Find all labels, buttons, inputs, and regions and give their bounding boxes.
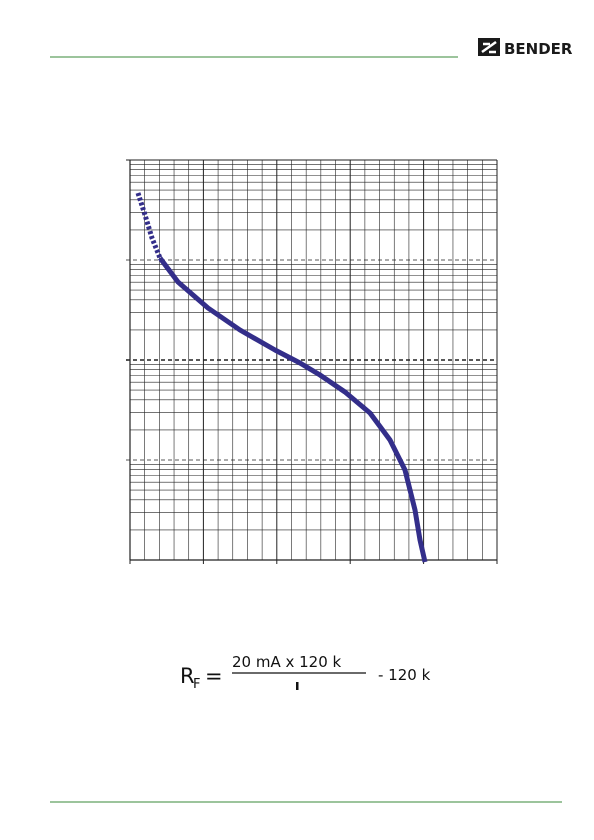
denominator-mark — [296, 682, 299, 690]
formula: R F = 20 mA x 120 k - 120 k — [180, 653, 431, 692]
formula-numerator: 20 mA x 120 k — [232, 653, 342, 671]
formula-equals: = — [205, 664, 223, 688]
logo: BENDER — [478, 38, 573, 58]
curve-dotted — [135, 192, 163, 259]
logo-glyph — [481, 40, 497, 54]
characteristic-chart — [126, 159, 498, 564]
formula-minus-term: - 120 k — [378, 666, 431, 684]
logo-text: BENDER — [504, 40, 573, 58]
curve — [158, 256, 428, 563]
formula-subscript: F — [193, 677, 200, 692]
formula-symbol: R — [180, 664, 195, 688]
